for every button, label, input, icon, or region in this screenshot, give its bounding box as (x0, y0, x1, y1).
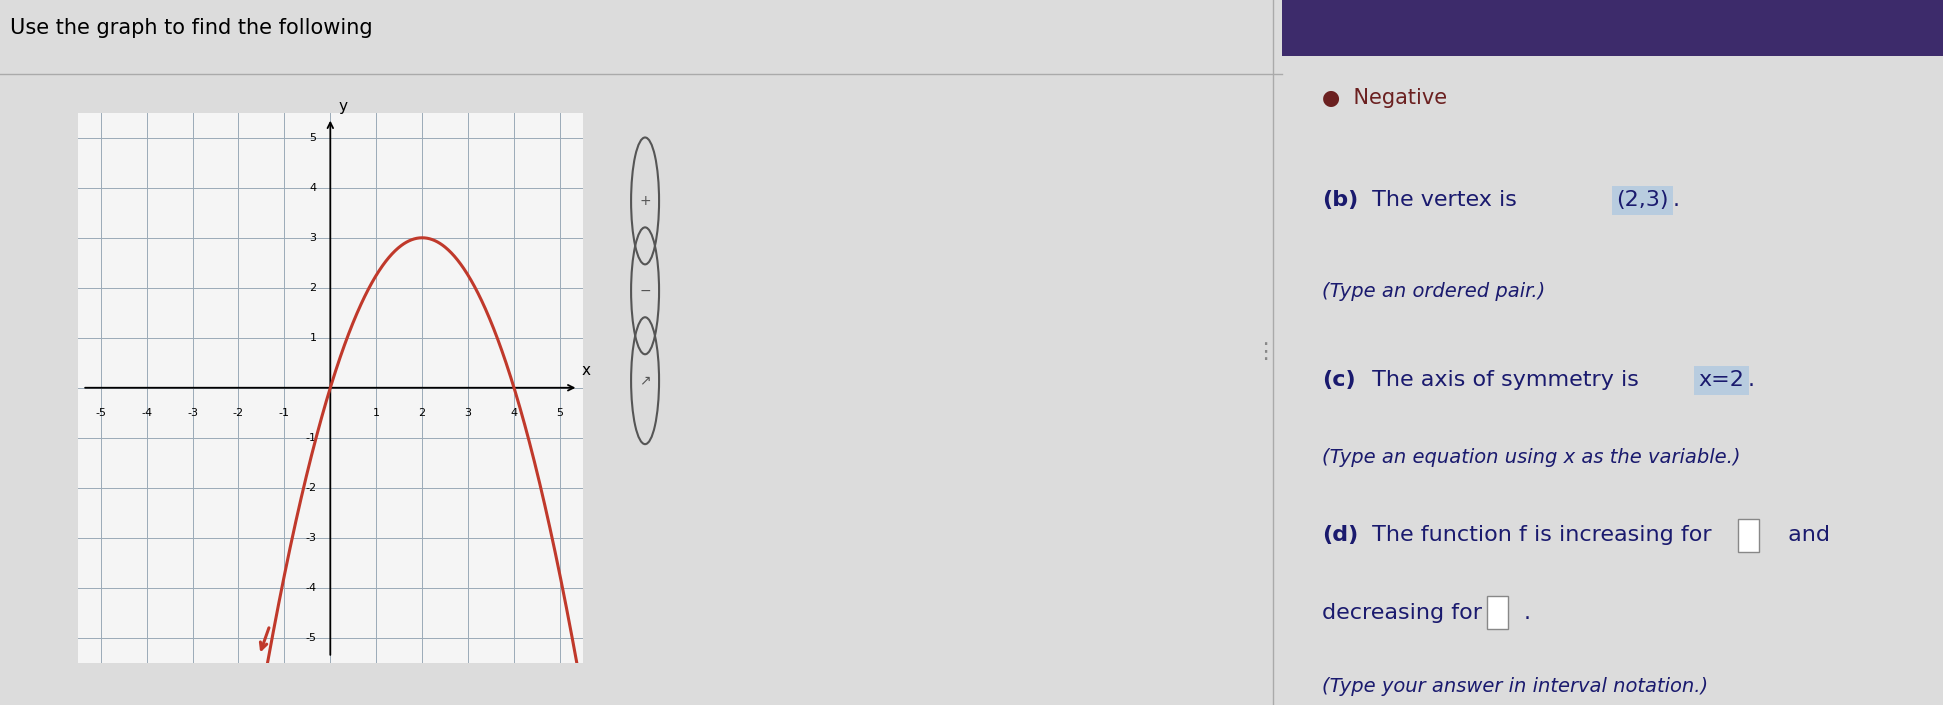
Text: (d): (d) (1321, 525, 1358, 545)
Text: 4: 4 (309, 183, 317, 192)
Text: y: y (338, 99, 348, 114)
Text: (Type an ordered pair.): (Type an ordered pair.) (1321, 282, 1545, 301)
Text: (c): (c) (1321, 370, 1356, 390)
Text: 5: 5 (309, 133, 317, 143)
Text: 2: 2 (309, 283, 317, 293)
Text: −: − (639, 284, 651, 298)
Text: The function f is increasing for: The function f is increasing for (1364, 525, 1712, 545)
Text: -1: -1 (280, 407, 290, 418)
Text: 4: 4 (511, 407, 517, 418)
Text: +: + (639, 194, 651, 208)
Text: -3: -3 (187, 407, 198, 418)
Text: ⋮: ⋮ (1253, 343, 1277, 362)
FancyBboxPatch shape (1282, 0, 1943, 56)
Text: .: . (1749, 370, 1755, 390)
Text: -3: -3 (305, 533, 317, 543)
Text: ●  Negative: ● Negative (1321, 88, 1448, 108)
Text: x: x (583, 363, 591, 378)
Text: (Type an equation using x as the variable.): (Type an equation using x as the variabl… (1321, 448, 1741, 467)
Text: ↗: ↗ (639, 374, 651, 388)
Text: 1: 1 (373, 407, 379, 418)
Text: -4: -4 (142, 407, 152, 418)
Text: 2: 2 (418, 407, 426, 418)
Text: The vertex is: The vertex is (1364, 190, 1523, 210)
Text: 3: 3 (464, 407, 472, 418)
Text: -2: -2 (305, 483, 317, 493)
Text: 3: 3 (309, 233, 317, 243)
Text: -1: -1 (305, 433, 317, 443)
Text: (b): (b) (1321, 190, 1358, 210)
Text: -2: -2 (233, 407, 245, 418)
Text: (Type your answer in interval notation.): (Type your answer in interval notation.) (1321, 677, 1708, 696)
Text: .: . (1673, 190, 1679, 210)
Text: -5: -5 (305, 632, 317, 643)
Text: .: . (1523, 603, 1531, 623)
Text: decreasing for: decreasing for (1321, 603, 1483, 623)
Text: and: and (1782, 525, 1830, 545)
Text: -4: -4 (305, 583, 317, 593)
Text: 1: 1 (309, 333, 317, 343)
Text: The axis of symmetry is: The axis of symmetry is (1364, 370, 1646, 390)
Text: 5: 5 (556, 407, 563, 418)
Text: Use the graph to find the following: Use the graph to find the following (10, 18, 373, 37)
Text: (2,3): (2,3) (1617, 190, 1669, 210)
Text: x=2: x=2 (1698, 370, 1745, 390)
Text: -5: -5 (95, 407, 107, 418)
